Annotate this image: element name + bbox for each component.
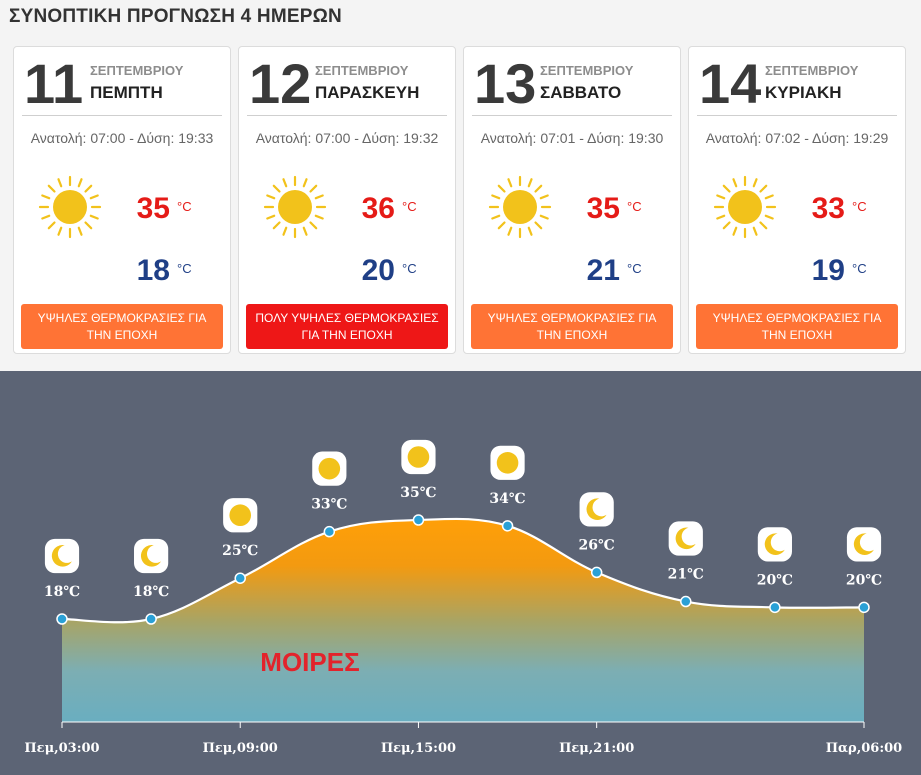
moon-icon [757,527,792,562]
heat-warning: ΥΨΗΛΕΣ ΘΕΡΜΟΚΡΑΣΙΕΣ ΓΙΑ ΤΗΝ ΕΠΟΧΗ [471,304,673,349]
temperature-area [62,518,864,722]
min-unit: °C [402,261,417,276]
max-temperature: 35 [586,192,620,225]
temperature-line [61,517,865,624]
data-label: 18℃ [133,584,169,600]
day-number: 12 [249,52,312,115]
max-temperature: 36 [361,192,395,225]
weekday-label: ΠΑΡΑΣΚΕΥΗ [315,83,420,102]
moon-icon [668,521,703,556]
min-unit: °C [852,261,867,276]
sun-icon [223,498,258,533]
data-label: 20℃ [846,572,882,588]
weekday-label: ΠΕΜΠΤΗ [90,83,163,102]
min-temperature: 21 [586,254,620,287]
divider [247,115,447,116]
weekday-label: ΚΥΡΙΑΚΗ [765,83,842,102]
sunrise-sunset: Ανατολή: 07:01 - Δύση: 19:30 [480,130,664,146]
sun-icon [488,175,552,239]
day-card[interactable]: 14 ΣΕΠΤΕΜΒΡΙΟΥ ΚΥΡΙΑΚΗ Ανατολή: 07:02 - … [688,46,906,354]
x-tick-label: Πεμ,03:00 [24,741,99,756]
sun-icon [490,445,525,480]
month-label: ΣΕΠΤΕΜΒΡΙΟΥ [765,63,859,78]
divider [22,115,222,116]
sun-icon [38,175,102,239]
day-number: 14 [699,52,762,115]
max-unit: °C [627,199,642,214]
month-label: ΣΕΠΤΕΜΒΡΙΟΥ [540,63,634,78]
heat-warning: ΥΨΗΛΕΣ ΘΕΡΜΟΚΡΑΣΙΕΣ ΓΙΑ ΤΗΝ ΕΠΟΧΗ [696,304,898,349]
day-card[interactable]: 12 ΣΕΠΤΕΜΒΡΙΟΥ ΠΑΡΑΣΚΕΥΗ Ανατολή: 07:00 … [238,46,456,354]
moon-icon [846,527,882,562]
max-unit: °C [402,199,417,214]
day-card[interactable]: 11 ΣΕΠΤΕΜΒΡΙΟΥ ΠΕΜΠΤΗ Ανατολή: 07:00 - Δ… [13,46,231,354]
moon-icon [134,538,169,574]
sun-icon [401,439,436,475]
min-temperature: 19 [811,254,845,287]
data-label: 26℃ [579,537,615,553]
day-card[interactable]: 13 ΣΕΠΤΕΜΒΡΙΟΥ ΣΑΒΒΑΤΟ Ανατολή: 07:01 - … [463,46,681,354]
sun-icon [263,175,327,239]
data-label: 33℃ [311,497,347,513]
weekday-label: ΣΑΒΒΑΤΟ [540,83,622,102]
sun-icon [713,175,777,239]
temperature-area-chart: Πεμ,03:00 Πεμ,09:00 Πεμ,15:00 Πεμ,21:00 Παρ,… [24,439,902,756]
min-unit: °C [177,261,192,276]
data-point [145,613,157,625]
x-tick-label: Πεμ,09:00 [203,741,278,756]
data-label: 34℃ [489,491,525,507]
max-unit: °C [852,199,867,214]
divider [472,115,672,116]
sunrise-sunset: Ανατολή: 07:00 - Δύση: 19:33 [30,130,214,146]
sunrise-sunset: Ανατολή: 07:00 - Δύση: 19:32 [255,130,439,146]
data-point [234,572,246,584]
day-number: 13 [474,52,537,115]
data-point [501,520,514,532]
moon-icon [579,492,614,527]
data-point [680,595,692,608]
data-label: 21℃ [668,567,704,583]
chart-watermark: ΜΟΙΡΕΣ [260,647,359,677]
data-label: 35℃ [400,485,436,501]
heat-warning: ΠΟΛΥ ΥΨΗΛΕΣ ΘΕΡΜΟΚΡΑΣΙΕΣ ΓΙΑ ΤΗΝ ΕΠΟΧΗ [246,304,448,349]
x-tick-label: Πεμ,15:00 [381,741,456,756]
moon-icon [44,538,80,574]
divider [697,115,897,116]
data-label: 18℃ [44,584,80,600]
month-label: ΣΕΠΤΕΜΒΡΙΟΥ [90,63,184,78]
data-point [590,566,603,579]
min-temperature: 18 [136,254,170,287]
data-point [412,514,425,526]
min-unit: °C [627,261,642,276]
data-label: 25℃ [222,543,258,559]
max-temperature: 33 [811,192,845,225]
page-title: ΣΥΝΟΠΤΙΚΗ ΠΡΟΓΝΩΣΗ 4 ΗΜΕΡΩΝ [9,6,342,27]
max-temperature: 35 [136,192,170,225]
data-point [858,601,870,614]
min-temperature: 20 [361,254,395,287]
data-point [323,525,336,538]
heat-warning: ΥΨΗΛΕΣ ΘΕΡΜΟΚΡΑΣΙΕΣ ΓΙΑ ΤΗΝ ΕΠΟΧΗ [21,304,223,349]
day-number: 11 [24,52,84,115]
hourly-temperature-chart: Πεμ,03:00 Πεμ,09:00 Πεμ,15:00 Πεμ,21:00 Παρ,… [0,371,921,775]
data-label: 20℃ [757,572,793,588]
x-tick-label: Παρ,06:00 [826,741,902,756]
forecast-cards: 11 ΣΕΠΤΕΜΒΡΙΟΥ ΠΕΜΠΤΗ Ανατολή: 07:00 - Δ… [13,46,907,356]
sun-icon [312,451,347,486]
data-point [769,601,781,614]
data-point [56,613,68,625]
month-label: ΣΕΠΤΕΜΒΡΙΟΥ [315,63,409,78]
x-tick-label: Πεμ,21:00 [559,741,634,756]
max-unit: °C [177,199,192,214]
sunrise-sunset: Ανατολή: 07:02 - Δύση: 19:29 [705,130,889,146]
